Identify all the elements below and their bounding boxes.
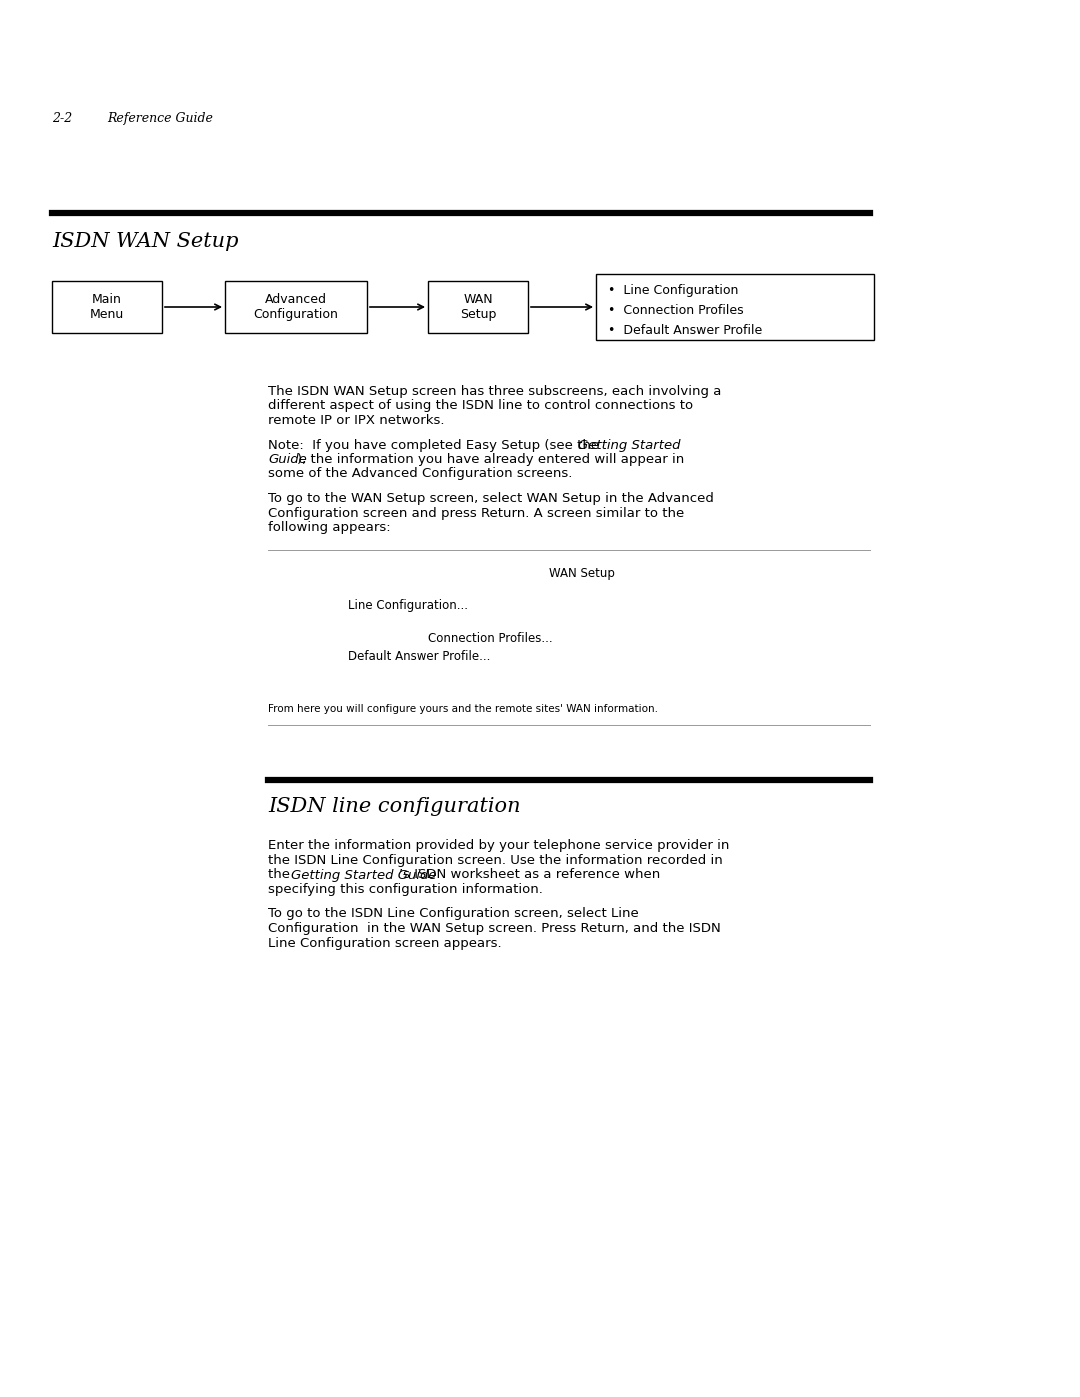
Text: WAN
Setup: WAN Setup bbox=[460, 293, 496, 321]
Text: Line Configuration screen appears.: Line Configuration screen appears. bbox=[268, 936, 501, 950]
FancyBboxPatch shape bbox=[428, 281, 528, 332]
Text: Reference Guide: Reference Guide bbox=[107, 112, 213, 124]
FancyBboxPatch shape bbox=[596, 274, 874, 339]
Text: ), the information you have already entered will appear in: ), the information you have already ente… bbox=[297, 453, 685, 467]
Text: Advanced
Configuration: Advanced Configuration bbox=[254, 293, 338, 321]
Text: •  Line Configuration: • Line Configuration bbox=[608, 284, 739, 298]
Text: some of the Advanced Configuration screens.: some of the Advanced Configuration scree… bbox=[268, 468, 572, 481]
Text: •  Default Answer Profile: • Default Answer Profile bbox=[608, 324, 762, 337]
Text: Default Answer Profile...: Default Answer Profile... bbox=[348, 650, 490, 662]
Text: Main
Menu: Main Menu bbox=[90, 293, 124, 321]
Text: Note:  If you have completed Easy Setup (see the: Note: If you have completed Easy Setup (… bbox=[268, 439, 604, 451]
Text: Getting Started: Getting Started bbox=[578, 439, 680, 451]
Text: To go to the ISDN Line Configuration screen, select Line: To go to the ISDN Line Configuration scr… bbox=[268, 908, 638, 921]
Text: WAN Setup: WAN Setup bbox=[549, 567, 615, 581]
Text: different aspect of using the ISDN line to control connections to: different aspect of using the ISDN line … bbox=[268, 400, 693, 412]
Text: Getting Started Guide: Getting Started Guide bbox=[291, 869, 436, 882]
Text: Enter the information provided by your telephone service provider in: Enter the information provided by your t… bbox=[268, 840, 729, 852]
Text: ’s ISDN worksheet as a reference when: ’s ISDN worksheet as a reference when bbox=[399, 869, 660, 882]
Text: Guide: Guide bbox=[268, 453, 307, 467]
Text: specifying this configuration information.: specifying this configuration informatio… bbox=[268, 883, 543, 895]
Text: remote IP or IPX networks.: remote IP or IPX networks. bbox=[268, 414, 445, 427]
Text: the ISDN Line Configuration screen. Use the information recorded in: the ISDN Line Configuration screen. Use … bbox=[268, 854, 723, 868]
FancyBboxPatch shape bbox=[225, 281, 367, 332]
Text: Configuration screen and press Return. A screen similar to the: Configuration screen and press Return. A… bbox=[268, 507, 685, 520]
Text: The ISDN WAN Setup screen has three subscreens, each involving a: The ISDN WAN Setup screen has three subs… bbox=[268, 386, 721, 398]
Text: following appears:: following appears: bbox=[268, 521, 391, 534]
Text: •  Connection Profiles: • Connection Profiles bbox=[608, 305, 744, 317]
Text: Line Configuration...: Line Configuration... bbox=[348, 599, 468, 612]
Text: the: the bbox=[268, 869, 294, 882]
Text: ISDN line configuration: ISDN line configuration bbox=[268, 798, 521, 816]
Text: Conﬁguration  in the WAN Setup screen. Press Return, and the ISDN: Conﬁguration in the WAN Setup screen. Pr… bbox=[268, 922, 720, 935]
FancyBboxPatch shape bbox=[52, 281, 162, 332]
Text: 2-2: 2-2 bbox=[52, 112, 72, 124]
Text: From here you will configure yours and the remote sites' WAN information.: From here you will configure yours and t… bbox=[268, 704, 658, 714]
Text: To go to the WAN Setup screen, select WAN Setup in the Advanced: To go to the WAN Setup screen, select WA… bbox=[268, 492, 714, 504]
Text: Connection Profiles...: Connection Profiles... bbox=[428, 631, 553, 644]
Text: ISDN WAN Setup: ISDN WAN Setup bbox=[52, 232, 239, 251]
